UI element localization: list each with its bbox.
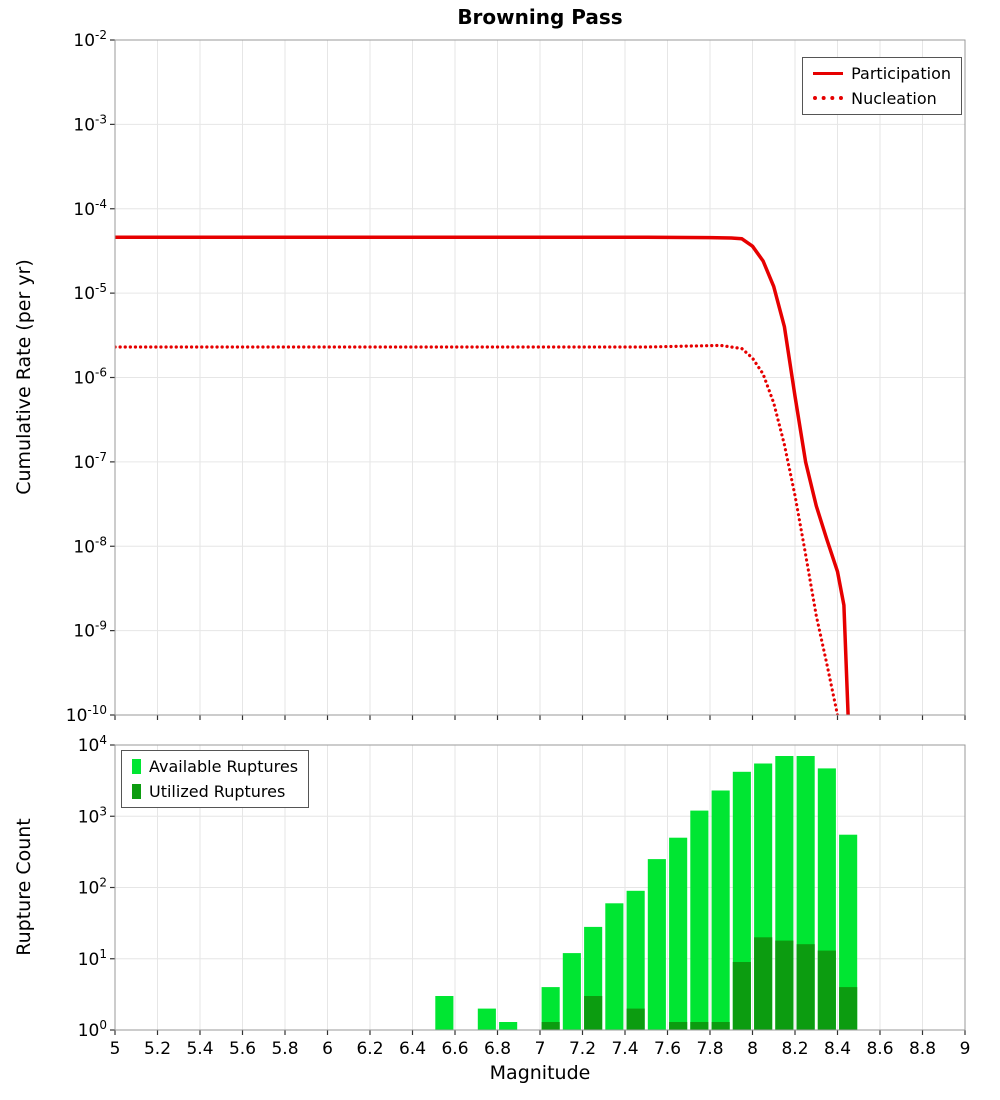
y-tick-label: 10-10 — [66, 703, 107, 726]
x-tick-label: 6.4 — [399, 1039, 426, 1059]
legend-item-utilized-ruptures: Utilized Ruptures — [132, 781, 298, 801]
y-tick-label: 102 — [78, 876, 107, 899]
x-tick-label: 5 — [110, 1039, 121, 1059]
y-tick-label: 104 — [78, 733, 107, 756]
available-ruptures-bar — [626, 890, 645, 1030]
available-ruptures-bar — [541, 987, 560, 1030]
y-tick-label: 100 — [78, 1018, 107, 1041]
available-ruptures-bar — [499, 1022, 518, 1030]
x-tick-label: 6.6 — [441, 1039, 468, 1059]
legend-item-nucleation: Nucleation — [813, 88, 951, 108]
available-ruptures-bar — [839, 834, 858, 1030]
x-tick-label: 8.8 — [909, 1039, 936, 1059]
available-ruptures-bar — [435, 996, 454, 1030]
x-tick-label: 7 — [535, 1039, 546, 1059]
x-tick-label: 6.2 — [356, 1039, 383, 1059]
nucleation-line — [115, 343, 840, 715]
utilized-ruptures-swatch — [132, 783, 141, 799]
utilized-ruptures-bar — [796, 944, 815, 1030]
y-tick-label: 10-6 — [73, 366, 107, 389]
bottom-y-axis-label: Rupture Count — [13, 818, 35, 956]
y-tick-label: 10-2 — [73, 28, 107, 51]
legend-item-available-ruptures: Available Ruptures — [132, 758, 298, 776]
utilized-ruptures-bar — [711, 1022, 730, 1030]
legend-rupture-counts: Available Ruptures Utilized Ruptures — [121, 750, 310, 809]
available-ruptures-bar — [647, 859, 666, 1030]
legend-label-nucleation: Nucleation — [851, 88, 937, 108]
plot-border — [114, 39, 966, 716]
x-tick-label: 7.2 — [569, 1039, 596, 1059]
utilized-ruptures-bar — [541, 1022, 560, 1030]
x-tick-label: 8.4 — [824, 1039, 851, 1059]
y-tick-label: 10-4 — [73, 197, 107, 220]
utilized-ruptures-bar — [839, 987, 858, 1030]
x-tick-label: 8 — [747, 1039, 758, 1059]
top-y-axis-label: Cumulative Rate (per yr) — [13, 259, 35, 495]
chart-title: Browning Pass — [457, 5, 623, 29]
y-tick-label: 103 — [78, 804, 107, 827]
utilized-ruptures-bar — [775, 940, 794, 1030]
legend-rate-curves: Participation Nucleation — [802, 57, 962, 116]
legend-item-participation: Participation — [813, 65, 951, 83]
participation-line — [115, 235, 850, 715]
x-tick-label: 6 — [322, 1039, 333, 1059]
utilized-ruptures-bar — [669, 1022, 688, 1030]
nucleation-line-sample — [813, 96, 844, 101]
available-ruptures-bar — [477, 1008, 496, 1030]
x-tick-label: 7.6 — [654, 1039, 681, 1059]
legend-label-participation: Participation — [851, 64, 951, 83]
y-tick-label: 101 — [78, 947, 107, 970]
y-tick-label: 10-5 — [73, 281, 107, 304]
utilized-ruptures-bar — [754, 937, 773, 1030]
x-tick-label: 5.4 — [186, 1039, 213, 1059]
y-tick-label: 10-3 — [73, 112, 107, 135]
x-tick-label: 8.6 — [866, 1039, 893, 1059]
x-tick-label: 7.4 — [611, 1039, 638, 1059]
utilized-ruptures-bar — [626, 1008, 645, 1030]
x-tick-label: 5.2 — [144, 1039, 171, 1059]
utilized-ruptures-bar — [584, 996, 603, 1030]
x-axis-label: Magnitude — [489, 1062, 591, 1084]
participation-line-sample — [813, 72, 844, 76]
y-tick-label: 10-9 — [73, 619, 107, 642]
utilized-ruptures-bar — [732, 962, 751, 1030]
utilized-ruptures-bar — [817, 950, 836, 1030]
utilized-ruptures-bar — [690, 1022, 709, 1030]
available-ruptures-bar — [605, 903, 624, 1030]
plot-border — [114, 744, 966, 1031]
x-tick-label: 9 — [960, 1039, 971, 1059]
x-tick-label: 7.8 — [696, 1039, 723, 1059]
y-tick-label: 10-7 — [73, 450, 107, 473]
available-ruptures-bar — [690, 810, 709, 1030]
available-ruptures-bar — [711, 790, 730, 1030]
legend-label-available-ruptures: Available Ruptures — [149, 757, 299, 776]
available-ruptures-swatch — [132, 759, 141, 775]
x-tick-label: 6.8 — [484, 1039, 511, 1059]
x-tick-label: 8.2 — [781, 1039, 808, 1059]
x-tick-label: 5.8 — [271, 1039, 298, 1059]
available-ruptures-bar — [562, 953, 581, 1030]
legend-label-utilized-ruptures: Utilized Ruptures — [149, 781, 286, 801]
available-ruptures-bar — [669, 837, 688, 1030]
y-tick-label: 10-8 — [73, 534, 107, 557]
x-tick-label: 5.6 — [229, 1039, 256, 1059]
